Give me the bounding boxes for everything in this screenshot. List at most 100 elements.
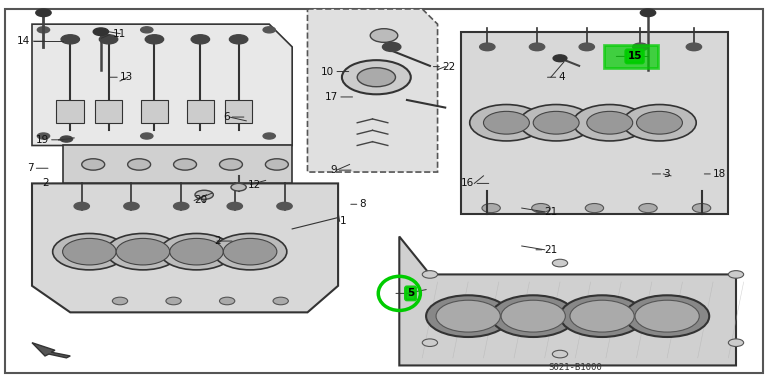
Circle shape	[501, 300, 565, 332]
Text: 16: 16	[461, 178, 475, 188]
FancyBboxPatch shape	[604, 45, 658, 68]
Circle shape	[637, 112, 683, 134]
Circle shape	[470, 105, 543, 141]
FancyBboxPatch shape	[141, 100, 168, 123]
Circle shape	[641, 9, 656, 16]
Text: 21: 21	[545, 245, 558, 255]
Circle shape	[370, 29, 398, 42]
Text: 3: 3	[664, 169, 670, 179]
Text: 6: 6	[223, 112, 230, 122]
Circle shape	[553, 55, 567, 62]
Circle shape	[214, 233, 286, 270]
Circle shape	[124, 202, 139, 210]
Circle shape	[552, 259, 568, 267]
Circle shape	[266, 159, 288, 170]
Circle shape	[74, 202, 89, 210]
Circle shape	[519, 105, 593, 141]
Circle shape	[160, 233, 233, 270]
Circle shape	[145, 35, 164, 44]
Polygon shape	[307, 9, 438, 172]
Circle shape	[53, 233, 126, 270]
Circle shape	[687, 43, 701, 51]
Circle shape	[436, 300, 500, 332]
Circle shape	[482, 204, 500, 213]
Polygon shape	[32, 183, 338, 312]
Circle shape	[531, 204, 550, 213]
Circle shape	[170, 238, 223, 265]
Circle shape	[587, 112, 633, 134]
Text: 2: 2	[214, 236, 220, 246]
Circle shape	[342, 60, 411, 94]
Text: 10: 10	[321, 66, 334, 76]
Text: 13: 13	[120, 72, 134, 82]
Circle shape	[220, 297, 235, 305]
Text: 18: 18	[713, 169, 727, 179]
Circle shape	[633, 43, 648, 51]
Circle shape	[635, 300, 700, 332]
Circle shape	[174, 159, 197, 170]
Circle shape	[573, 105, 647, 141]
Circle shape	[579, 43, 594, 51]
Text: 5: 5	[407, 288, 414, 298]
Circle shape	[263, 133, 276, 139]
Circle shape	[585, 204, 604, 213]
Circle shape	[426, 295, 510, 337]
Circle shape	[191, 35, 210, 44]
Circle shape	[141, 133, 153, 139]
Text: 8: 8	[359, 199, 366, 209]
Circle shape	[552, 350, 568, 358]
Circle shape	[560, 295, 644, 337]
Circle shape	[728, 339, 743, 346]
Text: 15: 15	[627, 51, 642, 62]
Polygon shape	[399, 236, 736, 366]
Circle shape	[227, 202, 243, 210]
Circle shape	[382, 42, 401, 52]
FancyBboxPatch shape	[94, 100, 122, 123]
Polygon shape	[63, 146, 292, 183]
Text: S021-B1000: S021-B1000	[548, 363, 602, 372]
Circle shape	[38, 27, 50, 33]
Circle shape	[61, 35, 79, 44]
Text: 7: 7	[27, 163, 34, 173]
Circle shape	[277, 202, 292, 210]
Text: 11: 11	[112, 29, 126, 39]
Text: 21: 21	[545, 207, 558, 217]
Circle shape	[263, 27, 276, 33]
Text: 14: 14	[17, 36, 31, 46]
Polygon shape	[461, 32, 728, 214]
Circle shape	[570, 300, 634, 332]
Circle shape	[491, 295, 575, 337]
Circle shape	[99, 35, 118, 44]
Circle shape	[230, 35, 248, 44]
Circle shape	[625, 295, 709, 337]
Circle shape	[81, 159, 104, 170]
Text: 12: 12	[248, 180, 261, 190]
Circle shape	[38, 133, 50, 139]
Circle shape	[728, 270, 743, 278]
Circle shape	[533, 112, 579, 134]
Circle shape	[63, 238, 116, 265]
Circle shape	[529, 43, 545, 51]
Circle shape	[141, 27, 153, 33]
Circle shape	[166, 297, 181, 305]
Text: 19: 19	[35, 135, 49, 145]
Text: 20: 20	[194, 196, 207, 206]
Circle shape	[223, 238, 277, 265]
Circle shape	[422, 339, 438, 346]
Polygon shape	[32, 24, 292, 146]
FancyBboxPatch shape	[5, 9, 763, 373]
Text: 9: 9	[330, 165, 336, 175]
Circle shape	[639, 204, 657, 213]
FancyBboxPatch shape	[225, 100, 253, 123]
Text: 1: 1	[339, 216, 346, 227]
Circle shape	[693, 204, 710, 213]
Circle shape	[174, 202, 189, 210]
Circle shape	[422, 270, 438, 278]
Circle shape	[112, 297, 127, 305]
Circle shape	[623, 105, 697, 141]
FancyBboxPatch shape	[57, 100, 84, 123]
Text: 2: 2	[42, 178, 49, 188]
Circle shape	[36, 9, 51, 16]
Circle shape	[127, 159, 151, 170]
Circle shape	[273, 297, 288, 305]
